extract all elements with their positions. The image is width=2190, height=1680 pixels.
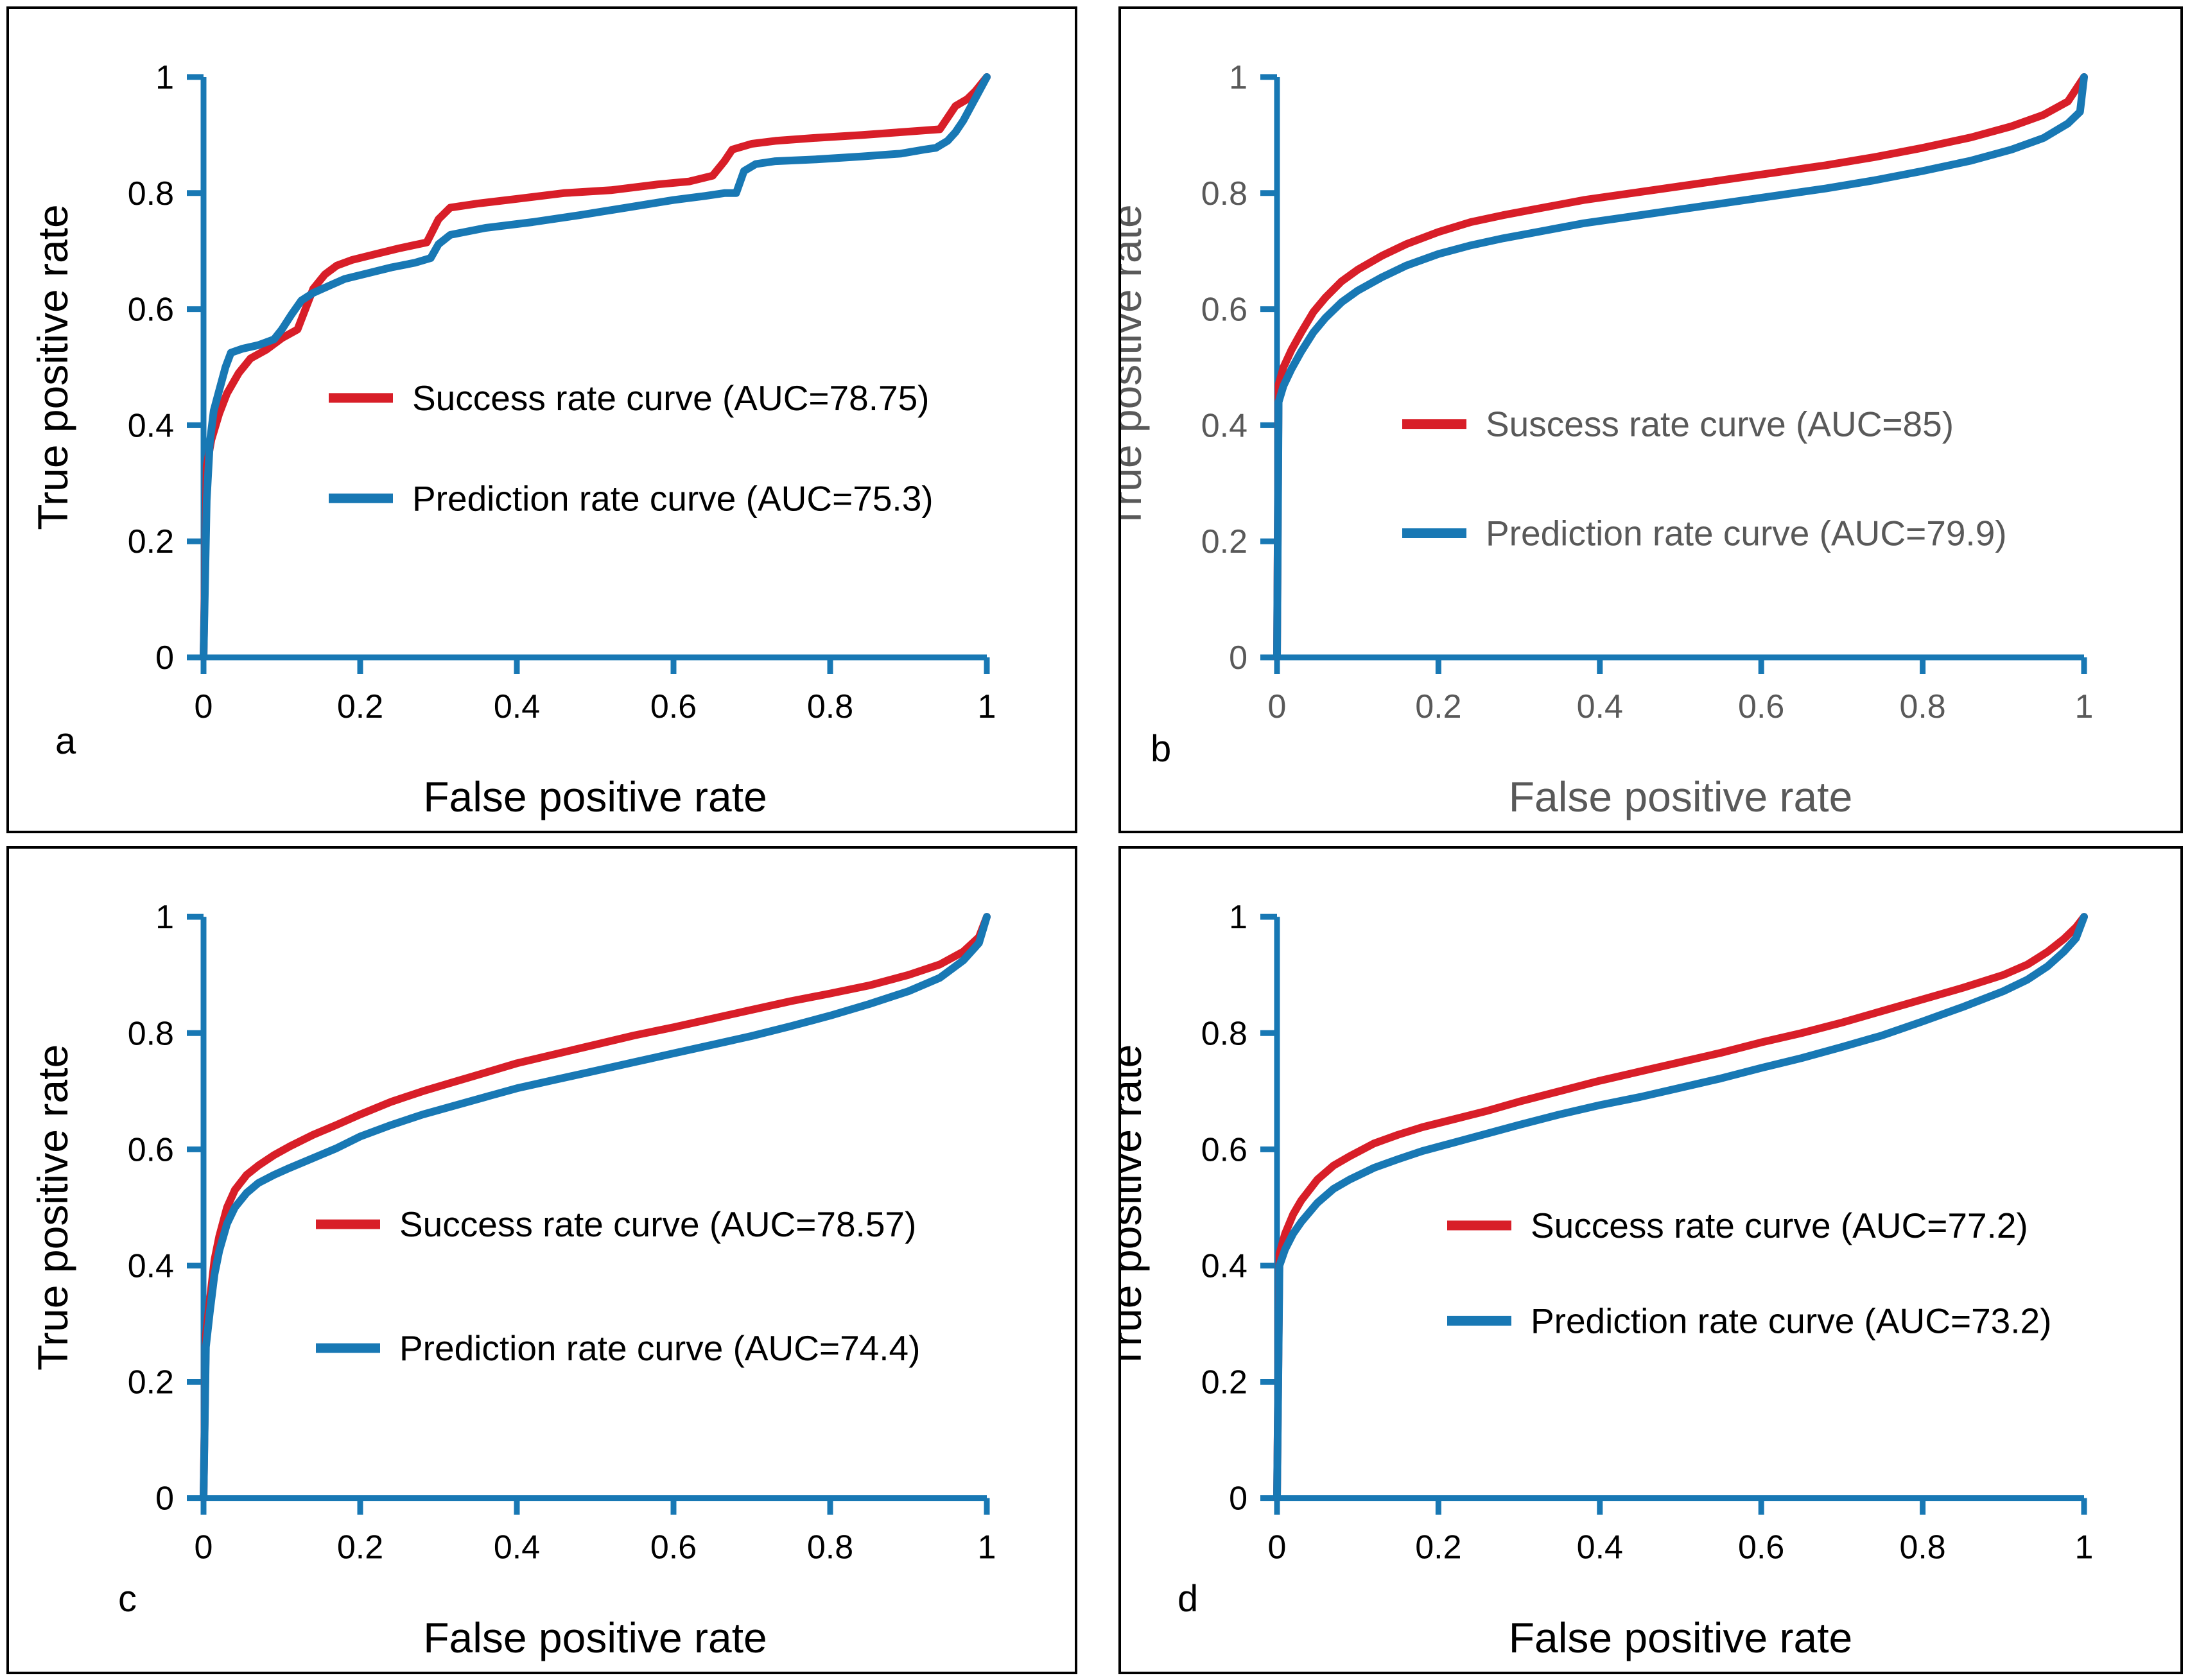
- success-rate-curve: [200, 913, 991, 1502]
- x-tick-label: 0.8: [1899, 688, 1945, 725]
- y-tick-label: 0.8: [128, 175, 174, 212]
- y-axis-title: True positive rate: [1121, 204, 1150, 530]
- roc-chart-c: 0 0.2 0.4 0.6 0.8 1 0 0.2 0.4 0.6 0.8 1 False positi…: [29, 899, 996, 1661]
- x-tick-label: 0.4: [494, 688, 540, 725]
- y-tick-label: 1: [155, 899, 174, 936]
- x-tick-label: 1: [978, 1529, 996, 1566]
- roc-chart-d: 0 0.2 0.4 0.6 0.8 1 0 0.2 0.4 0.6 0.8 1 False positi…: [1121, 899, 2094, 1661]
- x-tick-label: 0.6: [1738, 1529, 1784, 1566]
- x-tick-label: 0.8: [807, 688, 853, 725]
- x-tick-label: 0.6: [650, 688, 697, 725]
- legend-label-prediction: Prediction rate curve (AUC=79.9): [1486, 514, 2007, 553]
- x-tick-label: 0.2: [1415, 688, 1461, 725]
- legend-label-success: Success rate curve (AUC=78.75): [412, 378, 929, 418]
- y-tick-label: 0: [1229, 1480, 1247, 1518]
- x-tick-label: 0.4: [1577, 688, 1623, 725]
- prediction-rate-curve: [200, 913, 991, 1502]
- prediction-rate-curve: [1273, 73, 2088, 661]
- y-tick-label: 0.2: [1201, 523, 1247, 560]
- panel-letter: d: [1178, 1578, 1198, 1620]
- x-tick-label: 0.8: [1899, 1529, 1945, 1566]
- y-tick-label: 0.4: [1201, 1247, 1247, 1285]
- legend-label-prediction: Prediction rate curve (AUC=73.2): [1531, 1301, 2051, 1340]
- y-tick-label: 0: [155, 639, 174, 677]
- success-rate-curve: [200, 73, 991, 661]
- y-tick-label: 1: [1229, 59, 1247, 96]
- success-rate-curve: [1273, 913, 2088, 1502]
- x-tick-label: 0.4: [494, 1529, 540, 1566]
- y-tick-label: 0.2: [128, 1364, 174, 1401]
- panel-c: 0 0.2 0.4 0.6 0.8 1 0 0.2 0.4 0.6 0.8 1 False positi…: [6, 846, 1077, 1674]
- y-axis-title: True positive rate: [1121, 1044, 1150, 1371]
- x-tick-label: 1: [2075, 688, 2094, 725]
- panel-a: 0 0.2 0.4 0.6 0.8 1 0 0.2 0.4 0.6 0.8 1 False positi…: [6, 6, 1077, 833]
- x-tick-label: 0: [1268, 1529, 1287, 1566]
- y-tick-label: 0.4: [128, 1247, 174, 1285]
- y-tick-label: 0.6: [1201, 1131, 1247, 1168]
- y-tick-label: 0.6: [1201, 291, 1247, 329]
- panel-letter: a: [55, 720, 76, 762]
- x-tick-label: 0.6: [650, 1529, 697, 1566]
- x-tick-label: 0: [195, 688, 213, 725]
- y-tick-label: 0.6: [128, 1131, 174, 1168]
- x-tick-label: 0.4: [1577, 1529, 1623, 1566]
- x-axis-title: False positive rate: [423, 1614, 767, 1661]
- y-tick-label: 1: [1229, 899, 1247, 936]
- prediction-rate-curve: [200, 73, 991, 661]
- panel-letter: b: [1151, 728, 1171, 770]
- y-tick-label: 0.4: [128, 407, 174, 444]
- legend-label-success: Success rate curve (AUC=77.2): [1531, 1206, 2028, 1245]
- legend-label-success: Success rate curve (AUC=78.57): [399, 1204, 916, 1244]
- x-axis-title: False positive rate: [1509, 773, 1853, 820]
- y-tick-label: 0.8: [1201, 175, 1247, 212]
- legend-label-success: Suscess rate curve (AUC=85): [1486, 404, 1954, 444]
- x-tick-label: 0.2: [1415, 1529, 1461, 1566]
- y-tick-label: 0.2: [128, 523, 174, 560]
- prediction-rate-curve: [1273, 913, 2088, 1502]
- x-tick-label: 0.2: [337, 1529, 383, 1566]
- y-tick-label: 0: [155, 1480, 174, 1518]
- x-tick-label: 0: [195, 1529, 213, 1566]
- x-tick-label: 0.6: [1738, 688, 1784, 725]
- legend-label-prediction: Prediction rate curve (AUC=75.3): [412, 478, 934, 518]
- success-rate-curve: [1273, 73, 2088, 661]
- y-tick-label: 0.4: [1201, 407, 1247, 444]
- panel-b: 0 0.2 0.4 0.6 0.8 1 0 0.2 0.4 0.6 0.8 1 False positi…: [1118, 6, 2183, 833]
- y-tick-label: 1: [155, 59, 174, 96]
- roc-chart-a: 0 0.2 0.4 0.6 0.8 1 0 0.2 0.4 0.6 0.8 1 False positi…: [29, 59, 996, 820]
- y-tick-label: 0.6: [128, 291, 174, 329]
- x-tick-label: 0.8: [807, 1529, 853, 1566]
- panel-d: 0 0.2 0.4 0.6 0.8 1 0 0.2 0.4 0.6 0.8 1 False positi…: [1118, 846, 2183, 1674]
- panel-letter: c: [118, 1578, 137, 1620]
- x-axis-title: False positive rate: [1509, 1614, 1853, 1661]
- x-tick-label: 1: [978, 688, 996, 725]
- y-axis-title: True positive rate: [29, 204, 76, 530]
- y-tick-label: 0.8: [128, 1015, 174, 1052]
- x-tick-label: 1: [2075, 1529, 2094, 1566]
- x-axis-title: False positive rate: [423, 773, 767, 820]
- legend-label-prediction: Prediction rate curve (AUC=74.4): [399, 1328, 920, 1368]
- x-tick-label: 0: [1268, 688, 1287, 725]
- roc-chart-b: 0 0.2 0.4 0.6 0.8 1 0 0.2 0.4 0.6 0.8 1 False positi…: [1121, 59, 2094, 820]
- y-axis-title: True positive rate: [29, 1044, 76, 1371]
- x-tick-label: 0.2: [337, 688, 383, 725]
- y-tick-label: 0.8: [1201, 1015, 1247, 1052]
- y-tick-label: 0: [1229, 639, 1247, 677]
- y-tick-label: 0.2: [1201, 1364, 1247, 1401]
